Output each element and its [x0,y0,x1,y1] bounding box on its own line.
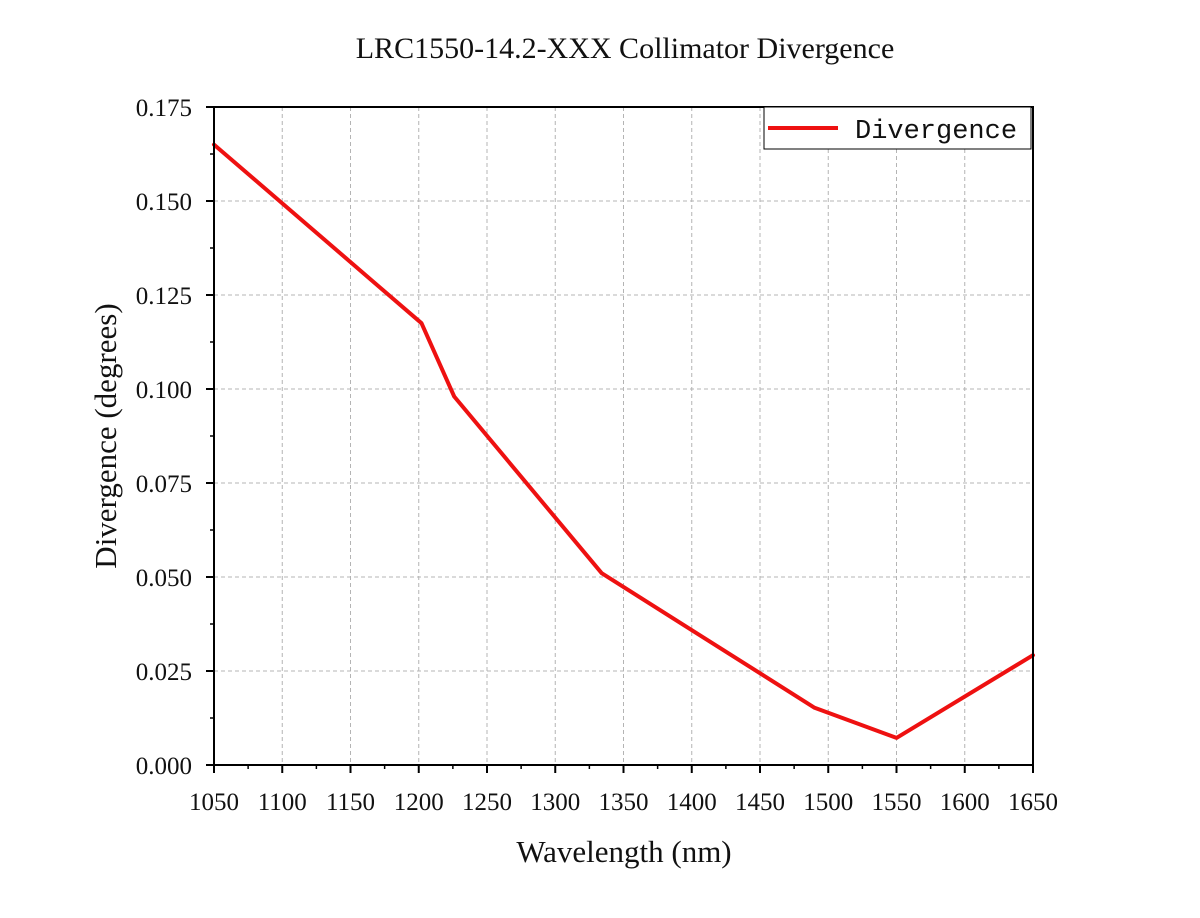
x-tick-label: 1600 [940,789,990,816]
grid [214,107,1033,765]
x-tick-label: 1350 [599,789,649,816]
x-tick-label: 1150 [326,789,375,816]
x-tick-label: 1100 [258,789,307,816]
chart-title: LRC1550-14.2-XXX Collimator Divergence [356,32,895,65]
ticks: 1050 1100 1150 1200 1250 1300 1350 1400 1450 1500… [136,95,1058,816]
x-tick-label: 1550 [872,789,922,816]
y-tick-label: 0.050 [136,565,192,592]
y-tick-label: 0.025 [136,659,192,686]
y-axis-label: Divergence (degrees) [88,303,123,568]
legend-label: Divergence [855,117,1017,147]
x-tick-label: 1250 [462,789,512,816]
y-tick-label: 0.100 [136,377,192,404]
y-tick-label: 0.000 [136,753,192,780]
y-tick-label: 0.125 [136,283,192,310]
x-axis-label: Wavelength (nm) [516,834,731,869]
y-tick-label: 0.175 [136,95,192,122]
x-tick-label: 1400 [667,789,717,816]
x-tick-label: 1500 [803,789,853,816]
x-tick-label: 1200 [394,789,444,816]
y-tick-label: 0.150 [136,189,192,216]
series-layer [212,142,1035,740]
y-tick-label: 0.075 [136,471,192,498]
legend: Divergence [763,106,1032,150]
x-tick-label: 1050 [189,789,239,816]
x-tick-label: 1650 [1008,789,1058,816]
x-tick-label: 1300 [530,789,580,816]
series-line-divergence [212,142,1035,740]
x-tick-label: 1450 [735,789,785,816]
